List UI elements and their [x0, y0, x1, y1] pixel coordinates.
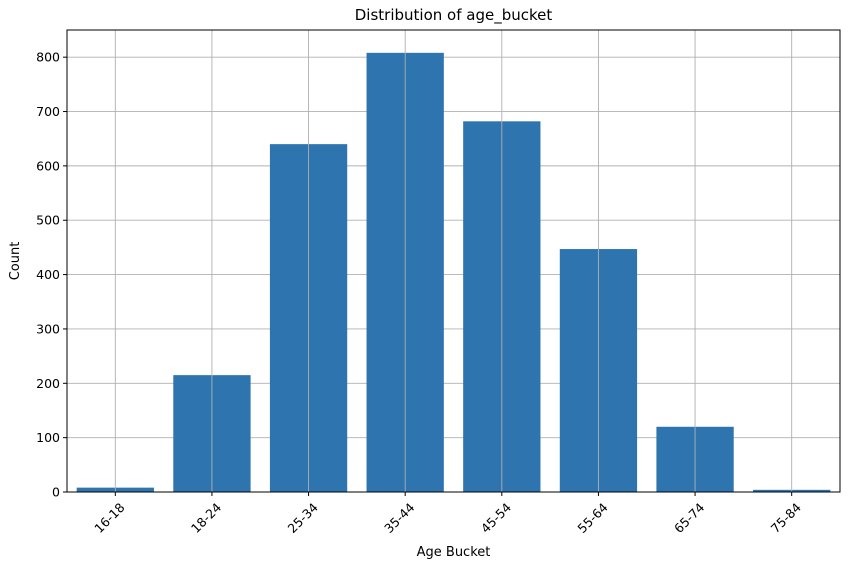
y-tick-label: 600: [36, 158, 60, 173]
y-tick-label: 700: [36, 104, 60, 119]
y-tick-label: 100: [36, 430, 60, 445]
chart-title: Distribution of age_bucket: [355, 6, 553, 25]
x-axis-label: Age Bucket: [417, 545, 491, 560]
x-tick-label: 65-74: [671, 500, 707, 536]
x-tick-label: 18-24: [188, 500, 224, 536]
y-tick-label: 500: [36, 213, 60, 228]
x-tick-label: 25-34: [285, 500, 321, 536]
y-axis-label: Count: [8, 242, 23, 281]
x-tick-label: 75-84: [768, 500, 804, 536]
x-tick-label: 35-44: [381, 500, 417, 536]
y-tick-label: 800: [36, 50, 60, 65]
x-tick-label: 16-18: [91, 500, 127, 536]
y-tick-label: 0: [52, 485, 60, 500]
plot-frame: [66, 29, 841, 493]
x-tick-label: 45-54: [478, 500, 514, 536]
y-axis-ticks: 0 100 200 300 400 500 600 700 800: [36, 50, 67, 500]
y-tick-label: 400: [36, 267, 60, 282]
x-tick-label: 55-64: [574, 500, 610, 536]
y-tick-label: 300: [36, 321, 60, 336]
x-axis-ticks: 16-18 18-24 25-34 35-44 45-54 55-64 65-74 75-84: [91, 492, 804, 536]
y-tick-label: 200: [36, 376, 60, 391]
bars: [76, 30, 831, 493]
